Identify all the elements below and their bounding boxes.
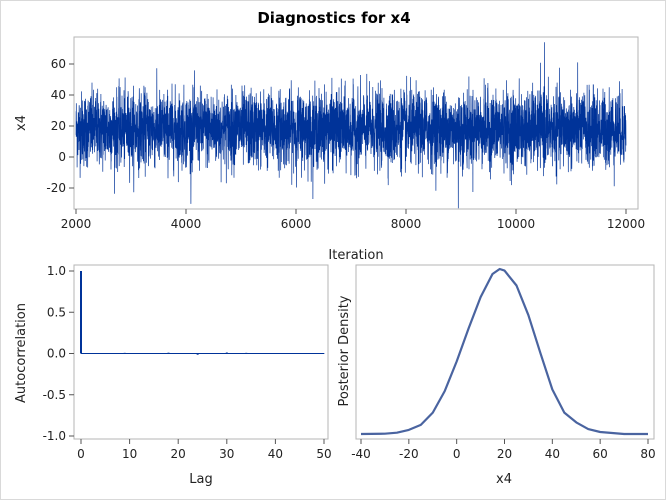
- x-axis-label: Iteration: [328, 248, 383, 263]
- y-tick-label: 40: [51, 88, 66, 102]
- y-tick-label: 60: [51, 57, 66, 71]
- x-tick-label: 30: [219, 447, 234, 461]
- x-tick-label: 50: [316, 447, 331, 461]
- x-tick-label: 80: [640, 447, 655, 461]
- x-tick-label: 0: [77, 447, 85, 461]
- x-axis-label: Lag: [189, 472, 212, 487]
- y-tick-label: 0.0: [47, 347, 66, 361]
- x-tick-label: 0: [453, 447, 461, 461]
- x-tick-label: 20: [497, 447, 512, 461]
- y-tick-label: 0: [58, 150, 66, 164]
- y-tick-label: 20: [51, 119, 66, 133]
- x-tick-label: -40: [351, 447, 371, 461]
- x-tick-label: 60: [593, 447, 608, 461]
- y-axis-label: Posterior Density: [337, 295, 352, 406]
- x-tick-label: 40: [545, 447, 560, 461]
- x-axis-label: x4: [496, 472, 512, 487]
- chart-title: Diagnostics for x4: [257, 9, 411, 27]
- x-tick-label: 10000: [497, 217, 535, 231]
- x-tick-label: 20: [171, 447, 186, 461]
- x-tick-label: 10: [122, 447, 137, 461]
- x-tick-label: 40: [268, 447, 283, 461]
- trace-frame: [73, 36, 639, 210]
- density-curve: [360, 267, 648, 436]
- x-tick-label: 6000: [281, 217, 312, 231]
- x-tick-label: 4000: [171, 217, 202, 231]
- y-tick-label: 1.0: [47, 264, 66, 278]
- y-tick-label: 0.5: [47, 305, 66, 319]
- trace-line: [75, 42, 627, 209]
- y-axis-label: x4: [14, 115, 29, 131]
- acf-frame: [73, 264, 329, 440]
- x-tick-label: -20: [399, 447, 419, 461]
- x-tick-label: 12000: [607, 217, 645, 231]
- y-tick-label: -0.5: [43, 388, 66, 402]
- density-frame: [355, 264, 655, 440]
- y-tick-label: -20: [46, 181, 66, 195]
- x-tick-label: 8000: [391, 217, 422, 231]
- y-tick-label: -1.0: [43, 429, 66, 443]
- x-tick-label: 2000: [61, 217, 92, 231]
- y-axis-label: Autocorrelation: [14, 303, 29, 403]
